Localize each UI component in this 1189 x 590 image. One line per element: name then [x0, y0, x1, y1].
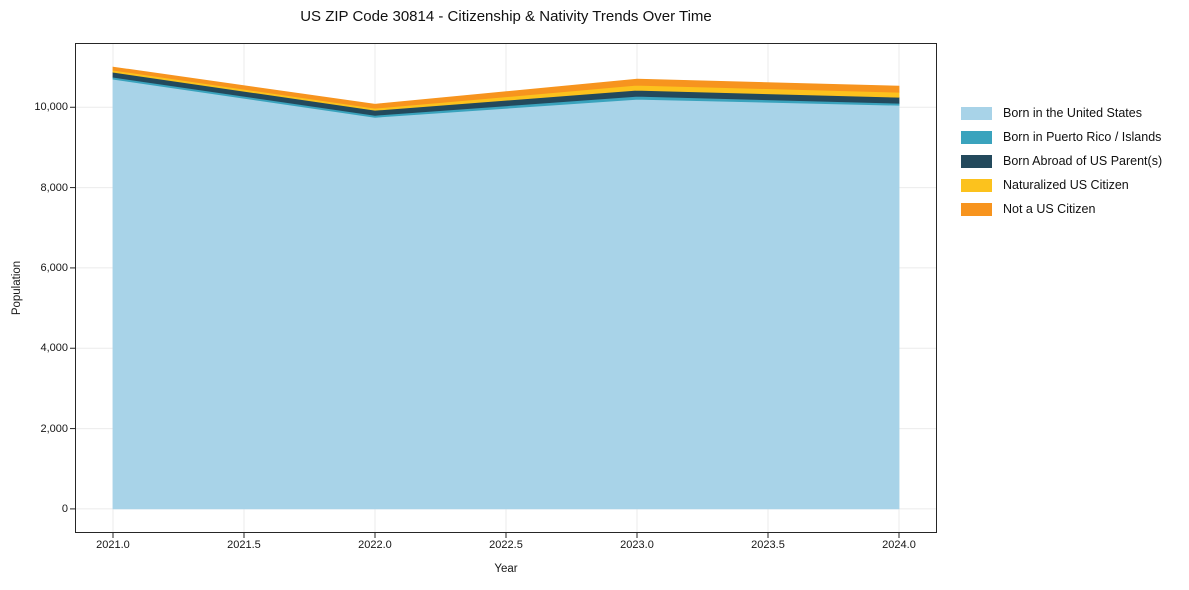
- x-axis-title: Year: [494, 563, 518, 575]
- legend-swatch-icon: [961, 202, 992, 216]
- legend-item: Born in Puerto Rico / Islands: [961, 130, 1162, 144]
- legend-swatch-icon: [961, 106, 992, 120]
- legend-swatch-icon: [961, 154, 992, 168]
- legend-label: Born in Puerto Rico / Islands: [1003, 130, 1162, 144]
- legend-label: Born Abroad of US Parent(s): [1003, 154, 1163, 168]
- chart-title: US ZIP Code 30814 - Citizenship & Nativi…: [300, 8, 712, 25]
- y-tick-label: 8,000: [40, 181, 68, 194]
- legend-item: Naturalized US Citizen: [961, 178, 1162, 192]
- x-tick-label: 2022.5: [489, 539, 523, 551]
- stacked-area-chart: [70, 43, 937, 538]
- x-tick-label: 2021.0: [96, 539, 130, 551]
- x-tick-label: 2024.0: [882, 539, 916, 551]
- x-tick-label: 2021.5: [227, 539, 261, 551]
- legend-label: Born in the United States: [1003, 106, 1142, 120]
- plot-box: [75, 43, 937, 533]
- y-tick-label: 6,000: [40, 261, 68, 274]
- y-axis-title: Population: [11, 260, 23, 316]
- legend-swatch-icon: [961, 178, 992, 192]
- x-tick-label: 2023.0: [620, 539, 654, 551]
- y-tick-label: 0: [61, 502, 68, 515]
- legend-label: Naturalized US Citizen: [1003, 178, 1129, 192]
- area-born-in-the-united-states: [112, 78, 900, 510]
- legend-item: Born in the United States: [961, 106, 1162, 120]
- y-tick-label: 2,000: [40, 422, 68, 435]
- area-not-a-us-citizen: [112, 66, 900, 109]
- legend: Born in the United States Born in Puerto …: [961, 106, 1162, 226]
- y-tick-label: 4,000: [40, 342, 68, 355]
- x-tick-label: 2023.5: [751, 539, 785, 551]
- legend-swatch-icon: [961, 130, 992, 144]
- legend-item: Born Abroad of US Parent(s): [961, 154, 1162, 168]
- y-tick-label: 10,000: [34, 101, 68, 114]
- legend-item: Not a US Citizen: [961, 202, 1162, 216]
- plot-area: [70, 43, 937, 538]
- legend-label: Not a US Citizen: [1003, 202, 1096, 216]
- x-tick-label: 2022.0: [358, 539, 392, 551]
